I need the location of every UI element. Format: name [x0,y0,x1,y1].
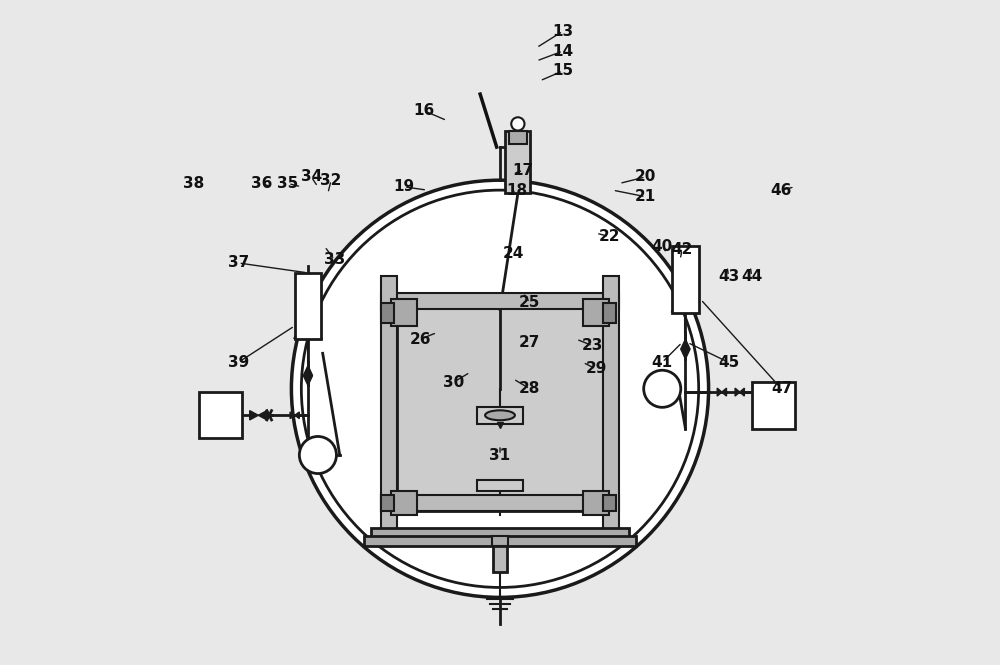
Text: 14: 14 [552,43,573,59]
Bar [493,546,507,572]
Text: 34: 34 [301,170,322,184]
Text: 43: 43 [718,269,739,284]
Text: 27: 27 [519,335,540,350]
Bar [477,479,523,491]
Bar [583,299,609,326]
Bar [364,536,636,546]
Bar [371,528,629,538]
Text: 45: 45 [718,355,739,370]
Text: 33: 33 [324,252,345,267]
Text: 42: 42 [671,242,693,257]
Text: 46: 46 [771,183,792,198]
Bar [509,130,527,144]
Bar [477,408,523,424]
Text: 36: 36 [251,176,272,191]
Bar [752,382,795,428]
Ellipse shape [485,410,515,420]
Text: 20: 20 [635,170,656,184]
Circle shape [299,436,336,473]
Text: 31: 31 [489,448,511,463]
Text: 40: 40 [652,239,673,254]
Text: 15: 15 [552,63,573,78]
Text: 23: 23 [582,338,603,353]
Polygon shape [681,339,690,349]
Text: 21: 21 [635,190,656,204]
Text: 32: 32 [320,173,342,188]
Polygon shape [717,388,722,396]
Bar [391,299,417,326]
Bar [381,293,619,309]
Polygon shape [258,411,267,420]
Text: 41: 41 [652,355,673,370]
Circle shape [511,117,525,130]
Polygon shape [722,388,726,396]
Text: 22: 22 [599,229,620,244]
Polygon shape [303,376,313,386]
Polygon shape [735,388,740,396]
Circle shape [291,180,709,597]
Text: 24: 24 [503,245,524,261]
Polygon shape [290,412,295,418]
Text: 13: 13 [552,24,573,39]
Text: 30: 30 [443,374,464,390]
Bar [603,276,619,538]
Text: 17: 17 [513,163,534,178]
Bar [603,495,616,511]
Bar [603,303,616,323]
Text: 37: 37 [228,255,249,271]
Text: 19: 19 [393,180,415,194]
Bar [381,303,394,323]
Bar [505,130,530,194]
Polygon shape [740,388,744,396]
Polygon shape [295,412,299,418]
Text: 39: 39 [228,355,249,370]
Text: 47: 47 [771,381,792,396]
Text: 35: 35 [277,176,299,191]
Bar [672,247,699,313]
Polygon shape [250,411,258,420]
Text: 16: 16 [413,103,434,118]
Text: 25: 25 [519,295,540,310]
Bar [583,491,609,515]
Bar [381,276,397,538]
Circle shape [644,370,681,408]
Bar [381,495,619,511]
Polygon shape [681,349,690,359]
Bar [492,536,508,546]
Text: 38: 38 [183,176,205,191]
Text: 28: 28 [519,381,540,396]
Polygon shape [303,366,313,376]
Bar [295,273,321,339]
Bar [199,392,242,438]
Bar [391,491,417,515]
Text: 29: 29 [585,361,607,376]
Bar [397,293,603,511]
Text: 44: 44 [741,269,762,284]
Bar [381,495,394,511]
Text: 18: 18 [506,183,527,198]
Text: 26: 26 [410,332,431,346]
